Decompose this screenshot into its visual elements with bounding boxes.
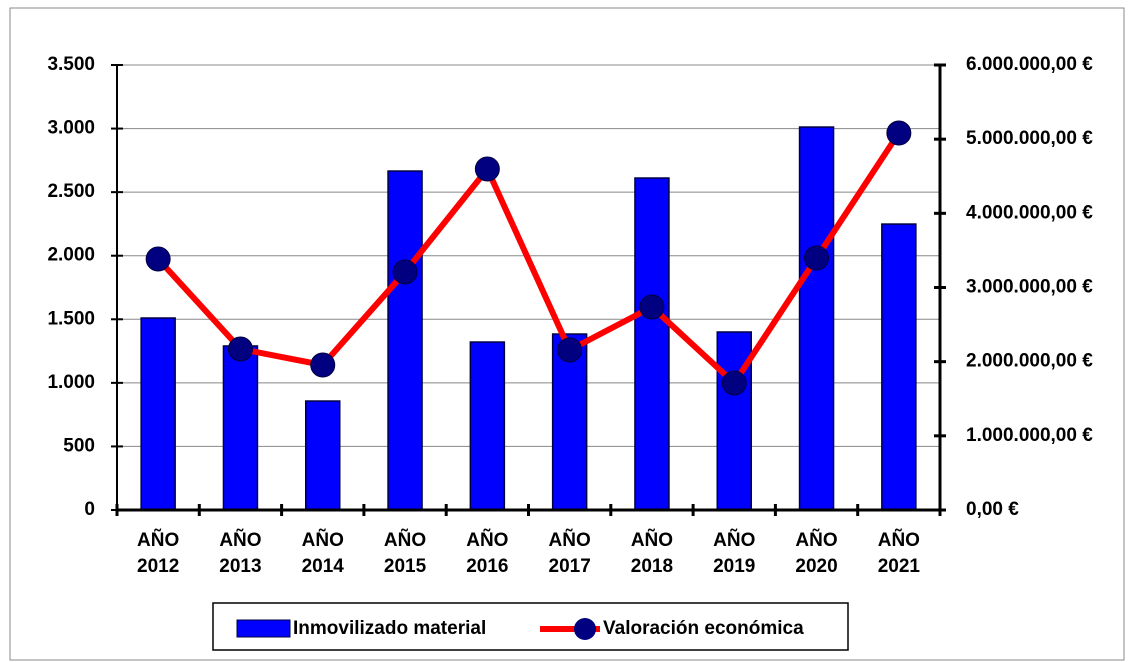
bar xyxy=(387,170,423,511)
marker xyxy=(721,370,747,396)
y2-tick-label: 0,00 € xyxy=(966,499,1019,520)
bar xyxy=(222,345,259,511)
x-tick-label: AÑO 2013 xyxy=(219,530,262,577)
y2-tick-label: 4.000.000,00 € xyxy=(966,202,1093,223)
y-tick-label: 1.000 xyxy=(47,372,95,393)
bar xyxy=(798,126,835,511)
marker xyxy=(145,246,171,272)
bar xyxy=(716,331,752,511)
legend-box xyxy=(212,602,849,651)
x-tick-label: AÑO 2019 xyxy=(713,530,756,577)
y2-tick-label: 2.000.000,00 € xyxy=(966,351,1093,372)
marker xyxy=(227,336,253,362)
y-tick-label: 3.500 xyxy=(47,54,95,75)
legend-marker xyxy=(574,618,596,640)
bar xyxy=(551,333,588,511)
y-tick-label: 2.000 xyxy=(47,245,95,266)
bar xyxy=(469,341,506,511)
marker xyxy=(804,245,830,271)
line xyxy=(155,131,902,387)
x-tick-label: AÑO 2018 xyxy=(630,530,674,577)
x-tick-label: AÑO 2021 xyxy=(877,530,920,577)
y2-tick-label: 6.000.000,00 € xyxy=(966,54,1093,75)
x-tick-label: AÑO 2016 xyxy=(466,530,509,577)
y-tick-label: 0 xyxy=(84,499,95,520)
bar xyxy=(881,223,917,511)
bar xyxy=(305,400,341,511)
y-tick-label: 2.500 xyxy=(47,181,95,202)
bar xyxy=(634,177,670,511)
y-tick-label: 500 xyxy=(63,435,95,456)
marker xyxy=(639,294,665,320)
y2-tick-label: 3.000.000,00 € xyxy=(966,277,1093,298)
y2-tick-label: 5.000.000,00 € xyxy=(966,128,1093,149)
bar xyxy=(140,317,176,511)
legend-label: Valoración económica xyxy=(603,618,804,639)
marker xyxy=(310,352,336,378)
x-tick-label: AÑO 2020 xyxy=(795,530,838,577)
x-tick-label: AÑO 2017 xyxy=(548,530,591,577)
marker xyxy=(474,156,500,182)
y-tick-label: 3.000 xyxy=(47,118,95,139)
y2-tick-label: 1.000.000,00 € xyxy=(966,425,1093,446)
x-tick-label: AÑO 2015 xyxy=(383,530,427,577)
legend-swatch xyxy=(236,619,291,638)
marker xyxy=(392,259,418,285)
marker xyxy=(886,120,912,146)
y-tick-label: 1.500 xyxy=(47,308,95,329)
x-tick-label: AÑO 2012 xyxy=(137,530,180,577)
x-tick-label: AÑO 2014 xyxy=(301,530,344,577)
legend-label: Inmovilizado material xyxy=(293,618,486,639)
marker xyxy=(557,337,583,363)
